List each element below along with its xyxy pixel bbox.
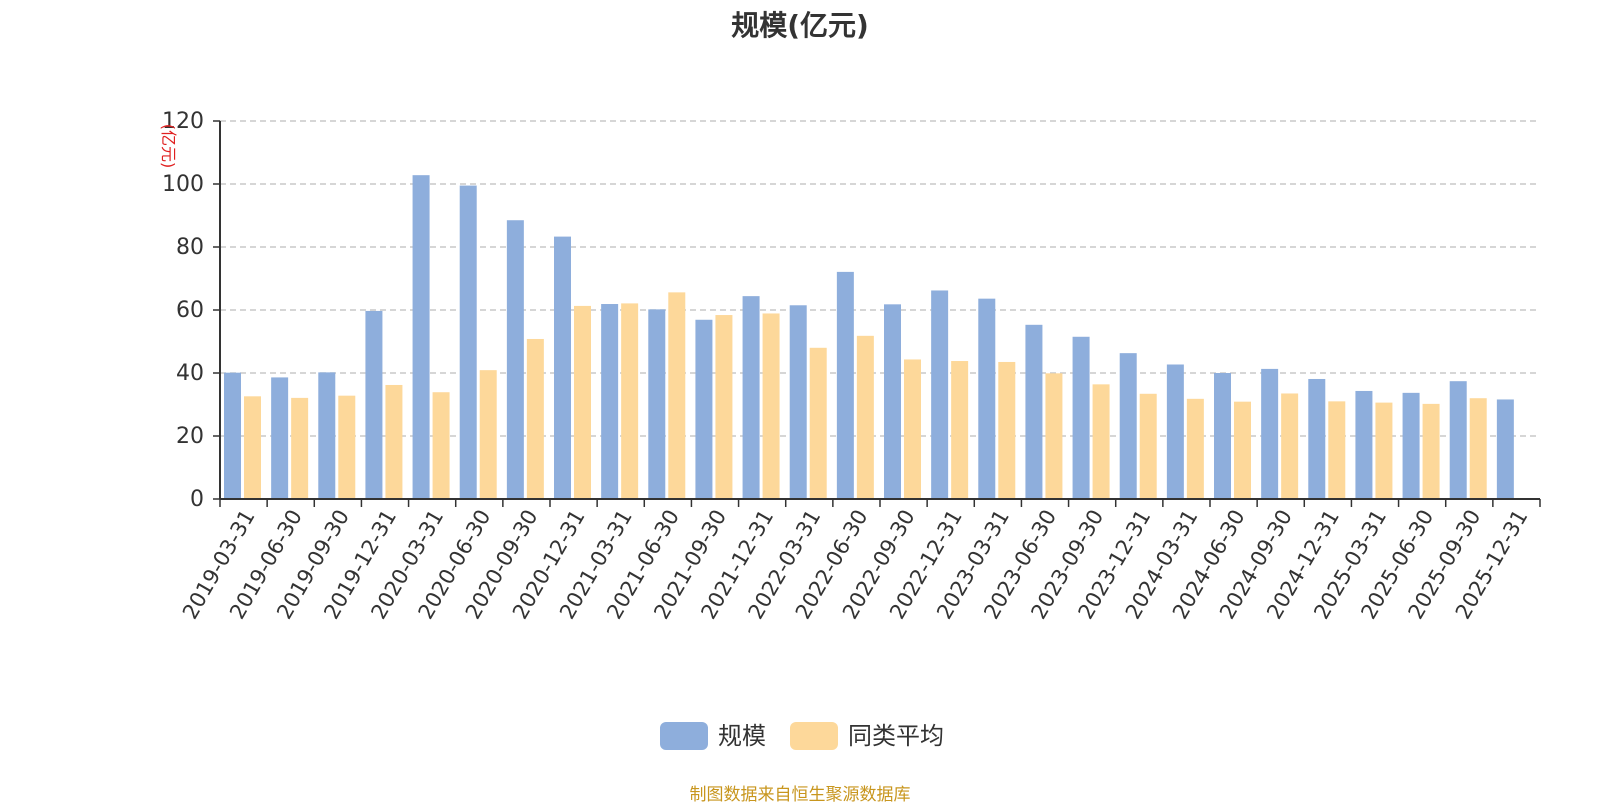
bar-scale (459, 185, 477, 499)
bar-scale (412, 175, 430, 499)
bar-peer-average (762, 313, 780, 499)
bar-peer-average (526, 338, 544, 499)
bar-scale (1355, 390, 1373, 499)
bar-peer-average (809, 347, 827, 499)
bar-scale (1261, 368, 1279, 499)
bar-scale (742, 296, 760, 499)
bar-peer-average (338, 395, 356, 499)
bar-scale (318, 372, 336, 499)
chart-title: 规模(亿元) (731, 9, 869, 42)
bars (224, 175, 1514, 500)
y-tick-label: 0 (190, 487, 204, 512)
x-tick-labels: 2019-03-312019-06-302019-09-302019-12-31… (178, 506, 1533, 624)
bar-scale (1025, 324, 1043, 499)
y-tick-label: 120 (162, 109, 204, 134)
legend-label: 同类平均 (848, 722, 944, 750)
bar-peer-average (1186, 398, 1204, 499)
bar-scale (1449, 381, 1467, 499)
y-tick-label: 40 (176, 361, 204, 386)
bar-peer-average (1328, 401, 1346, 499)
bar-peer-average (1281, 393, 1299, 499)
bar-peer-average (1469, 398, 1487, 499)
bar-peer-average (1139, 393, 1157, 499)
bar-peer-average (1234, 401, 1251, 499)
bar-scale (648, 309, 666, 499)
bar-peer-average (1375, 402, 1393, 499)
legend-label: 规模 (718, 722, 766, 750)
bar-peer-average (668, 292, 686, 499)
bar-scale (1402, 392, 1420, 499)
bar-scale (506, 220, 524, 499)
bar-scale (836, 271, 854, 499)
bar-peer-average (432, 392, 450, 499)
y-tick-label: 60 (176, 298, 204, 323)
y-tick-label: 80 (176, 235, 204, 260)
bar-scale (601, 304, 619, 499)
bar-peer-average (291, 397, 309, 499)
legend: 规模 同类平均 (660, 722, 944, 750)
axes (213, 120, 1541, 507)
bar-peer-average (1045, 373, 1063, 499)
bar-peer-average (621, 303, 639, 499)
bar-peer-average (385, 384, 403, 499)
bar-chart: 0 20 40 60 80 100 120 2019-03-312019-06-302019… (159, 109, 1541, 750)
legend-swatch (790, 722, 838, 750)
bar-scale (789, 305, 807, 499)
bar-peer-average (479, 370, 497, 499)
bar-scale (1072, 336, 1090, 499)
bar-peer-average (951, 361, 969, 499)
bar-peer-average (904, 359, 921, 499)
bar-peer-average (244, 396, 261, 499)
bar-scale (271, 377, 289, 499)
bar-scale (695, 319, 713, 499)
y-tick-label: 20 (176, 424, 204, 449)
bar-scale (1496, 399, 1514, 499)
bar-scale (884, 304, 901, 499)
bar-scale (554, 236, 571, 500)
bar-scale (1214, 373, 1231, 499)
bar-peer-average (1422, 403, 1440, 499)
y-tick-labels: 0 20 40 60 80 100 120 (162, 109, 204, 512)
bar-scale (931, 290, 949, 499)
bar-scale (978, 298, 996, 499)
bar-peer-average (856, 335, 874, 499)
bar-scale (1166, 364, 1184, 499)
legend-item: 同类平均 (790, 722, 944, 750)
source-note: 制图数据来自恒生聚源数据库 (689, 785, 911, 805)
bar-scale (1308, 378, 1326, 499)
legend-item: 规模 (660, 722, 766, 750)
y-tick-label: 100 (162, 172, 204, 197)
bar-peer-average (715, 315, 733, 499)
bar-scale (365, 310, 383, 499)
bar-peer-average (574, 305, 591, 499)
bar-scale (224, 372, 241, 499)
bar-peer-average (998, 361, 1016, 499)
bar-peer-average (1092, 384, 1110, 499)
y-axis-label: (亿元) (159, 124, 178, 169)
legend-swatch (660, 722, 708, 750)
bar-scale (1119, 353, 1137, 499)
